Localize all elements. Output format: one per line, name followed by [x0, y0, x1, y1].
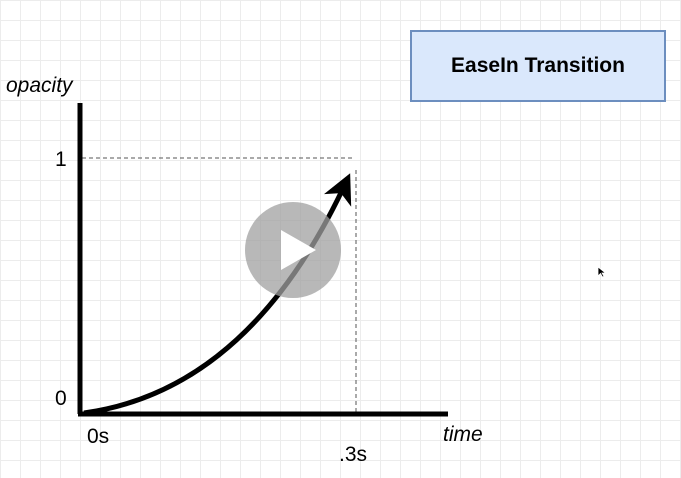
y-axis-label: opacity [6, 74, 73, 97]
title-box: EaseIn Transition [410, 30, 666, 102]
y-tick-label-top: 1 [55, 148, 67, 171]
y-tick-label-bottom: 0 [55, 387, 67, 410]
play-button[interactable] [245, 202, 341, 298]
play-icon [281, 230, 316, 270]
x-tick-label-start: 0s [87, 425, 110, 448]
mouse-cursor-icon [597, 266, 607, 278]
title-text: EaseIn Transition [451, 54, 625, 77]
x-tick-label-end: .3s [339, 443, 368, 466]
x-axis-label: time [443, 423, 483, 446]
